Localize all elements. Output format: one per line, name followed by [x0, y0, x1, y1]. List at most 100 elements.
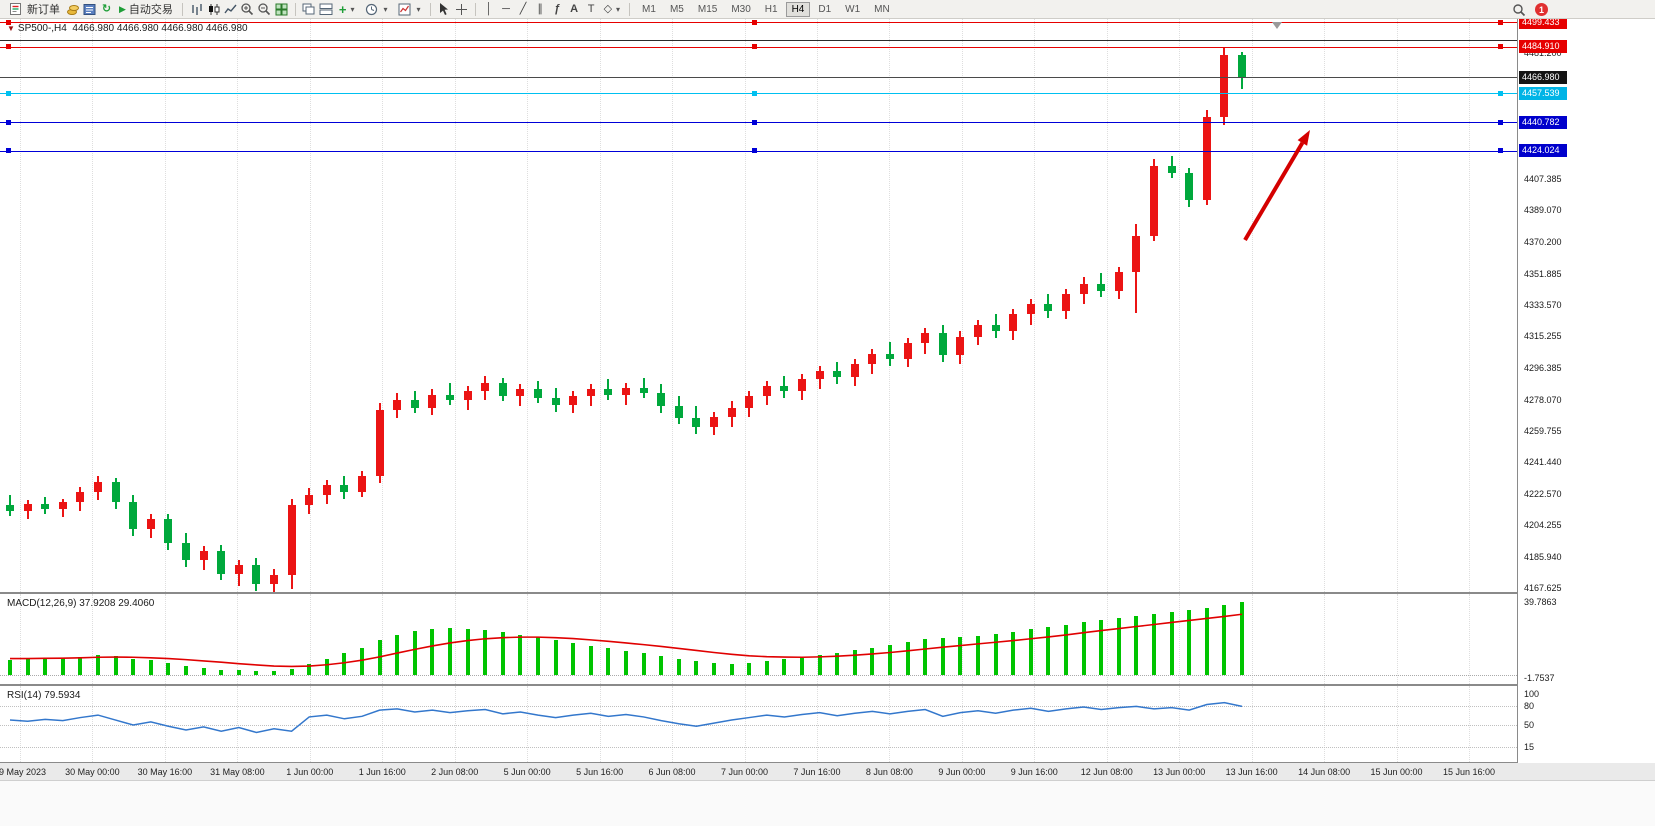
- label-tool-icon[interactable]: T: [587, 2, 595, 15]
- candlestick-chart-type-icon[interactable]: [205, 1, 222, 18]
- bar-chart-type-icon[interactable]: [188, 1, 205, 18]
- price-level-line[interactable]: [0, 47, 1517, 48]
- grid-vline: [382, 686, 384, 762]
- toolbar-right-group: 1: [1510, 0, 1548, 19]
- candle-body: [1185, 172, 1194, 201]
- zoom-out-icon[interactable]: [256, 1, 273, 18]
- price-level-line[interactable]: [0, 151, 1517, 152]
- price-level-handle[interactable]: [752, 19, 757, 25]
- arrange-windows-icon[interactable]: [318, 1, 335, 18]
- candle-body: [1079, 283, 1088, 294]
- timeframe-M1[interactable]: M1: [642, 3, 656, 15]
- price-level-handle[interactable]: [6, 44, 11, 50]
- price-level-handle[interactable]: [752, 90, 757, 96]
- text-tool-icon[interactable]: A: [570, 2, 579, 15]
- coins-icon[interactable]: [64, 1, 81, 18]
- timeframe-M15[interactable]: M15: [697, 3, 718, 15]
- price-level-handle[interactable]: [6, 148, 11, 154]
- price-level-handle[interactable]: [6, 90, 11, 96]
- candle-body: [938, 333, 947, 356]
- macd-histogram-bar: [800, 657, 804, 675]
- channel-tool-icon[interactable]: ∥: [537, 2, 543, 15]
- search-icon[interactable]: [1510, 1, 1527, 18]
- candle-body: [974, 324, 982, 337]
- timeframe-M5[interactable]: M5: [669, 3, 684, 15]
- notification-badge[interactable]: 1: [1535, 3, 1548, 16]
- macd-histogram-bar: [923, 639, 928, 675]
- crosshair-icon[interactable]: [453, 1, 470, 18]
- grid-vline: [527, 19, 529, 592]
- candle-body: [622, 387, 630, 395]
- zoom-in-icon[interactable]: [239, 1, 256, 18]
- timeframe-toolbar: M1 M5 M15 M30 H1 H4 D1 W1 MN: [635, 1, 897, 17]
- grid-vline: [599, 686, 601, 762]
- timeframe-D1[interactable]: D1: [818, 3, 832, 15]
- symbol-marker-icon: ▼: [7, 24, 15, 33]
- grid-vline: [1106, 686, 1108, 762]
- candle-body: [305, 495, 314, 506]
- horizontal-line-tool-icon[interactable]: ─: [502, 2, 510, 15]
- template-button[interactable]: ▾: [392, 1, 425, 18]
- price-axis-label: 4389.070: [1524, 205, 1562, 216]
- candle-body: [199, 551, 208, 560]
- pane-separator[interactable]: [0, 592, 1655, 594]
- grid-vline: [599, 594, 601, 684]
- shapes-tool-button[interactable]: ◇ ▾: [600, 1, 624, 18]
- period-button[interactable]: ▾: [359, 1, 392, 18]
- price-level-handle[interactable]: [6, 119, 11, 125]
- timeframe-MN[interactable]: MN: [874, 3, 890, 15]
- price-level-line[interactable]: [0, 122, 1517, 123]
- trend-arrow-annotation: [1243, 130, 1310, 242]
- new-order-button[interactable]: 新订单: [3, 1, 64, 18]
- grid-vline: [92, 686, 94, 762]
- line-chart-type-icon[interactable]: [222, 1, 239, 18]
- candle-body: [1114, 271, 1123, 291]
- price-level-handle[interactable]: [1498, 119, 1503, 125]
- time-axis[interactable]: 29 May 2023 30 May 00:00 30 May 16:00 31 Ma…: [0, 763, 1655, 781]
- trend-arrow-line[interactable]: [1243, 141, 1305, 242]
- pane-separator[interactable]: [0, 684, 1655, 686]
- indicator-axis-label: 39.7863: [1524, 597, 1557, 608]
- price-level-line[interactable]: [0, 22, 1517, 23]
- pane-separator[interactable]: [0, 762, 1655, 763]
- price-level-handle[interactable]: [1498, 44, 1503, 50]
- tile-windows-icon[interactable]: [273, 1, 290, 18]
- trendline-tool-icon[interactable]: ╱: [519, 2, 527, 15]
- price-level-line[interactable]: [0, 40, 1517, 41]
- add-indicator-button[interactable]: + ▾: [335, 1, 359, 18]
- timeframe-W1[interactable]: W1: [845, 3, 861, 15]
- main-chart-pane[interactable]: ▼ SP500-,H4 4466.980 4466.980 4466.980 44…: [0, 19, 1517, 592]
- rsi-pane[interactable]: RSI(14) 79.5934: [0, 686, 1517, 762]
- macd-pane[interactable]: MACD(12,26,9) 37.9208 29.4060: [0, 594, 1517, 684]
- cursor-icon[interactable]: [436, 1, 453, 18]
- timeframe-M30[interactable]: M30: [731, 3, 751, 15]
- price-level-handle[interactable]: [1498, 148, 1503, 154]
- candle-body: [798, 379, 806, 392]
- macd-histogram-bar: [448, 628, 452, 675]
- data-window-icon[interactable]: [81, 1, 98, 18]
- price-level-line[interactable]: [0, 77, 1517, 78]
- price-level-handle[interactable]: [752, 44, 757, 50]
- macd-histogram-bar: [184, 665, 188, 675]
- macd-histogram-bar: [43, 658, 48, 675]
- price-level-handle[interactable]: [6, 19, 11, 25]
- refresh-icon[interactable]: ↻: [101, 2, 112, 15]
- macd-histogram-bar: [1011, 631, 1016, 675]
- macd-histogram-bar: [236, 670, 241, 675]
- autotrade-button[interactable]: ▶ 自动交易: [115, 1, 177, 18]
- timeframe-H4[interactable]: H4: [785, 1, 811, 17]
- cascade-windows-icon[interactable]: [301, 1, 318, 18]
- price-level-line[interactable]: [0, 93, 1517, 94]
- timeframe-H1[interactable]: H1: [764, 3, 778, 15]
- vertical-line-tool-icon[interactable]: │: [485, 2, 493, 15]
- price-level-handle[interactable]: [1498, 19, 1503, 25]
- candle-body: [551, 397, 560, 405]
- chart-shift-marker[interactable]: [1272, 22, 1282, 29]
- price-level-handle[interactable]: [752, 148, 757, 154]
- price-axis[interactable]: 4481.2004407.3854389.0704370.2004351.885…: [1517, 19, 1655, 763]
- price-level-handle[interactable]: [1498, 90, 1503, 96]
- price-axis-label: 4370.200: [1524, 237, 1562, 248]
- candle-body: [498, 382, 507, 397]
- price-level-handle[interactable]: [752, 119, 757, 125]
- fibonacci-tool-icon[interactable]: ƒ: [554, 2, 561, 15]
